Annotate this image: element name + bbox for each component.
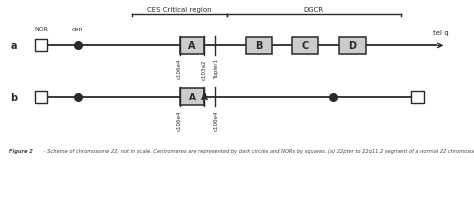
- Text: cen: cen: [72, 27, 83, 32]
- Text: Figure 2: Figure 2: [9, 148, 33, 154]
- Text: A: A: [189, 41, 196, 51]
- Bar: [180, 38, 204, 54]
- Bar: [339, 38, 366, 54]
- Bar: [180, 89, 204, 106]
- Bar: [35, 40, 47, 52]
- Bar: [246, 38, 273, 54]
- Text: c103a2: c103a2: [202, 59, 207, 79]
- Text: CES Critical region: CES Critical region: [147, 7, 212, 13]
- Text: B: B: [255, 41, 263, 51]
- Text: A: A: [201, 93, 208, 102]
- Text: NOR: NOR: [34, 27, 48, 32]
- Bar: [35, 91, 47, 103]
- Bar: [292, 38, 318, 54]
- Text: tel q: tel q: [433, 30, 448, 36]
- Text: b: b: [10, 92, 18, 102]
- Text: c106e4: c106e4: [177, 59, 182, 79]
- Text: D: D: [348, 41, 356, 51]
- Text: C: C: [301, 41, 309, 51]
- Text: a: a: [10, 41, 17, 51]
- Text: Tupler1: Tupler1: [214, 59, 219, 79]
- Text: c106e4: c106e4: [214, 110, 219, 130]
- Text: c106e4: c106e4: [177, 110, 182, 130]
- Text: - Scheme of chromosome 22, not in scale. Centromeres are represented by dark cir: - Scheme of chromosome 22, not in scale.…: [42, 148, 474, 154]
- Text: A: A: [189, 93, 196, 102]
- Text: DGCR: DGCR: [304, 7, 324, 13]
- Bar: [411, 91, 424, 103]
